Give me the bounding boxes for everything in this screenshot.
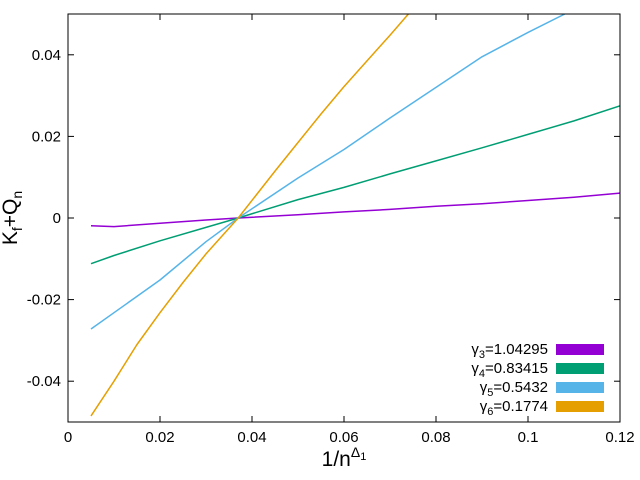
x-axis-label-main: 1/n <box>322 448 351 471</box>
y-axis-label-sub1: f <box>9 227 25 231</box>
y-axis-label-mid: +Q <box>0 199 22 228</box>
series-layer <box>90 14 620 417</box>
x-axis-label-sup: Δ <box>351 444 360 460</box>
legend-label-3: γ5=0.5432 <box>480 379 548 399</box>
legend-label-1: γ3=1.04295 <box>471 341 548 361</box>
x-tick-label: 0.1 <box>518 429 539 446</box>
legend-swatch-3 <box>556 382 604 393</box>
y-tick-label: 0.02 <box>32 128 61 145</box>
series-line-1 <box>90 192 620 228</box>
series-line-3 <box>90 14 566 330</box>
x-tick-label: 0.02 <box>145 429 174 446</box>
y-tick-label: 0 <box>53 210 61 227</box>
legend-label-2: γ4=0.83415 <box>471 360 548 380</box>
x-tick-label: 0 <box>64 429 72 446</box>
legend-swatch-1 <box>556 344 604 355</box>
x-tick-label: 0.04 <box>237 429 266 446</box>
x-axis-label: 1/nΔ1 <box>322 444 367 471</box>
y-axis-label-sub2: n <box>9 191 25 199</box>
series-line-4 <box>90 14 409 417</box>
legend-label-4: γ6=0.1774 <box>480 398 548 418</box>
x-tick-label: 0.12 <box>605 429 634 446</box>
x-axis-label-supsub: 1 <box>360 451 366 463</box>
series-line-2 <box>90 105 620 265</box>
y-axis-label-main1: K <box>0 231 22 245</box>
y-tick-label: 0.04 <box>32 47 61 64</box>
legend-swatch-4 <box>556 401 604 412</box>
y-tick-label: -0.04 <box>27 373 61 390</box>
legend-swatch-2 <box>556 363 604 374</box>
x-tick-label: 0.06 <box>329 429 358 446</box>
y-tick-label: -0.02 <box>27 292 61 309</box>
x-tick-label: 0.08 <box>421 429 450 446</box>
y-axis-label: Kf+Qn <box>0 191 25 245</box>
ticks-layer: 0 0.02 0.04 0.06 0.08 0.1 0.12 -0.04 -0.02 0 0.02 0… <box>27 14 635 446</box>
